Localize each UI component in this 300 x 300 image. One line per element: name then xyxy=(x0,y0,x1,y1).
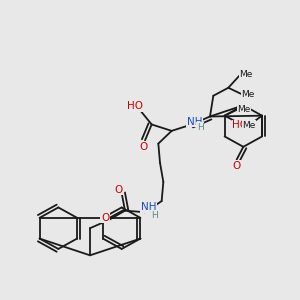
Text: Me: Me xyxy=(241,90,254,99)
Text: Me: Me xyxy=(237,105,250,114)
Text: Me: Me xyxy=(239,70,253,80)
Text: O: O xyxy=(139,142,148,152)
Text: O: O xyxy=(101,213,109,223)
Text: H: H xyxy=(196,122,203,131)
Text: HO: HO xyxy=(127,101,143,111)
Text: NH: NH xyxy=(141,202,156,212)
Text: HO: HO xyxy=(232,120,248,130)
Text: O: O xyxy=(232,161,241,171)
Text: O: O xyxy=(114,185,122,195)
Text: H: H xyxy=(151,211,158,220)
Text: Me: Me xyxy=(242,121,256,130)
Text: NH: NH xyxy=(187,117,202,127)
